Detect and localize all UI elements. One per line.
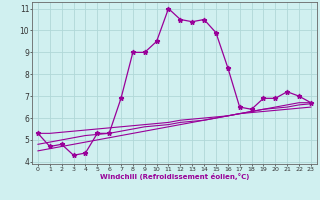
X-axis label: Windchill (Refroidissement éolien,°C): Windchill (Refroidissement éolien,°C) (100, 173, 249, 180)
